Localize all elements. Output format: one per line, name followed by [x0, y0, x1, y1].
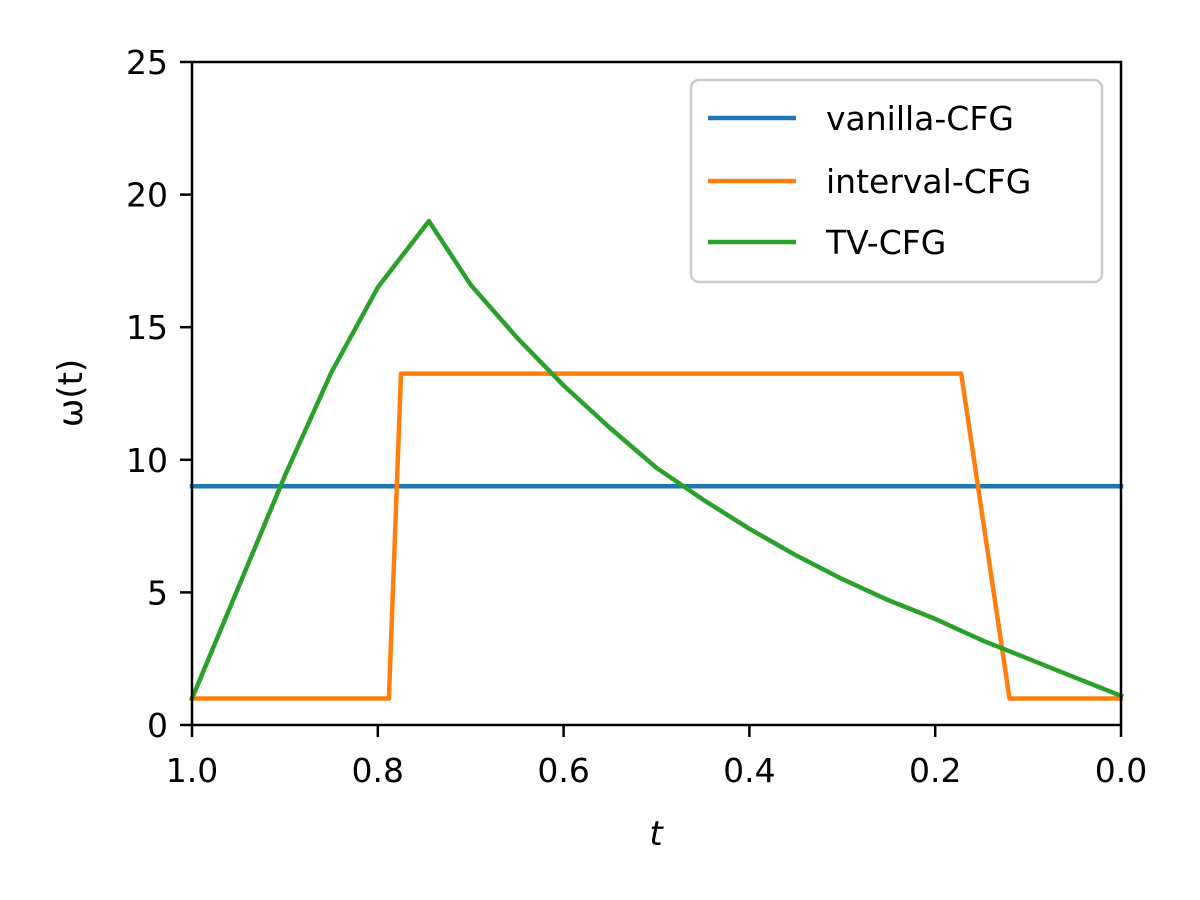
- x-axis-label: t: [649, 814, 664, 854]
- y-axis: 0 5 10 15 20 25: [126, 43, 192, 745]
- series-line-tv-cfg: [189, 218, 1124, 702]
- x-tick-label: 1.0: [166, 751, 218, 790]
- legend-label-interval-cfg: interval-CFG: [826, 162, 1031, 201]
- y-tick-label: 5: [147, 573, 168, 612]
- y-tick-label: 10: [126, 441, 168, 480]
- y-tick-label: 0: [147, 706, 168, 745]
- x-axis: 1.0 0.8 0.6 0.4 0.2 0.0: [166, 725, 1147, 790]
- y-axis-label: ω(t): [51, 359, 91, 427]
- legend-label-tv-cfg: TV-CFG: [825, 223, 946, 262]
- y-tick-label: 15: [126, 308, 168, 347]
- legend-label-vanilla-cfg: vanilla-CFG: [826, 99, 1014, 138]
- x-tick-label: 0.8: [352, 751, 404, 790]
- series-line-interval-cfg: [189, 371, 1124, 701]
- series-layer: [189, 218, 1124, 702]
- y-tick-label: 25: [126, 43, 168, 82]
- x-tick-label: 0.0: [1095, 751, 1147, 790]
- y-tick-label: 20: [126, 176, 168, 215]
- x-tick-label: 0.2: [909, 751, 961, 790]
- x-tick-label: 0.6: [537, 751, 589, 790]
- legend-frame: [689, 78, 1104, 284]
- legend-entries: vanilla-CFG interval-CFG TV-CFG: [708, 99, 1031, 262]
- x-tick-label: 0.4: [723, 751, 775, 790]
- plot-frame: [190, 60, 1123, 727]
- legend: vanilla-CFG interval-CFG TV-CFG: [689, 78, 1104, 284]
